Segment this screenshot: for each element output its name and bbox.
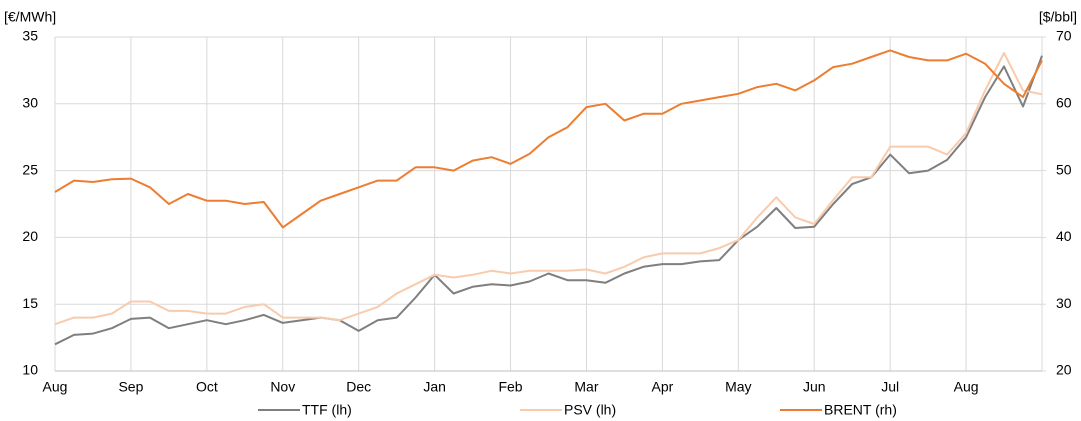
y-tick-label: 35 <box>22 28 38 44</box>
y-tick-label: 30 <box>22 95 38 111</box>
y2-tick-label: 70 <box>1056 28 1072 44</box>
legend-label: PSV (lh) <box>564 402 616 418</box>
y2-tick-label: 50 <box>1056 161 1072 177</box>
x-tick-label: Jul <box>881 379 899 395</box>
y-tick-label: 15 <box>22 295 38 311</box>
x-tick-label: Sep <box>118 379 143 395</box>
y2-axis-label: [$/bbl] <box>1039 9 1077 25</box>
y-tick-label: 25 <box>22 161 38 177</box>
x-tick-label: Dec <box>346 379 371 395</box>
y2-tick-label: 20 <box>1056 362 1072 378</box>
legend-label: BRENT (rh) <box>824 402 897 418</box>
x-tick-label: Feb <box>498 379 522 395</box>
y-tick-label: 10 <box>22 362 38 378</box>
legend-label: TTF (lh) <box>302 402 352 418</box>
y-axis-label: [€/MWh] <box>4 9 56 25</box>
x-tick-label: Mar <box>574 379 598 395</box>
y2-tick-label: 60 <box>1056 95 1072 111</box>
y2-tick-label: 40 <box>1056 228 1072 244</box>
x-tick-label: Nov <box>270 379 295 395</box>
y-tick-label: 20 <box>22 228 38 244</box>
x-tick-label: Oct <box>196 379 218 395</box>
y2-tick-label: 30 <box>1056 295 1072 311</box>
x-tick-label: Aug <box>43 379 68 395</box>
series-line <box>54 52 1043 326</box>
x-tick-label: Apr <box>651 379 673 395</box>
x-tick-label: Jun <box>803 379 826 395</box>
x-tick-label: Jan <box>423 379 446 395</box>
x-tick-label: Aug <box>954 379 979 395</box>
series-line <box>54 55 1043 346</box>
series-line <box>54 49 1043 229</box>
x-tick-label: May <box>725 379 751 395</box>
